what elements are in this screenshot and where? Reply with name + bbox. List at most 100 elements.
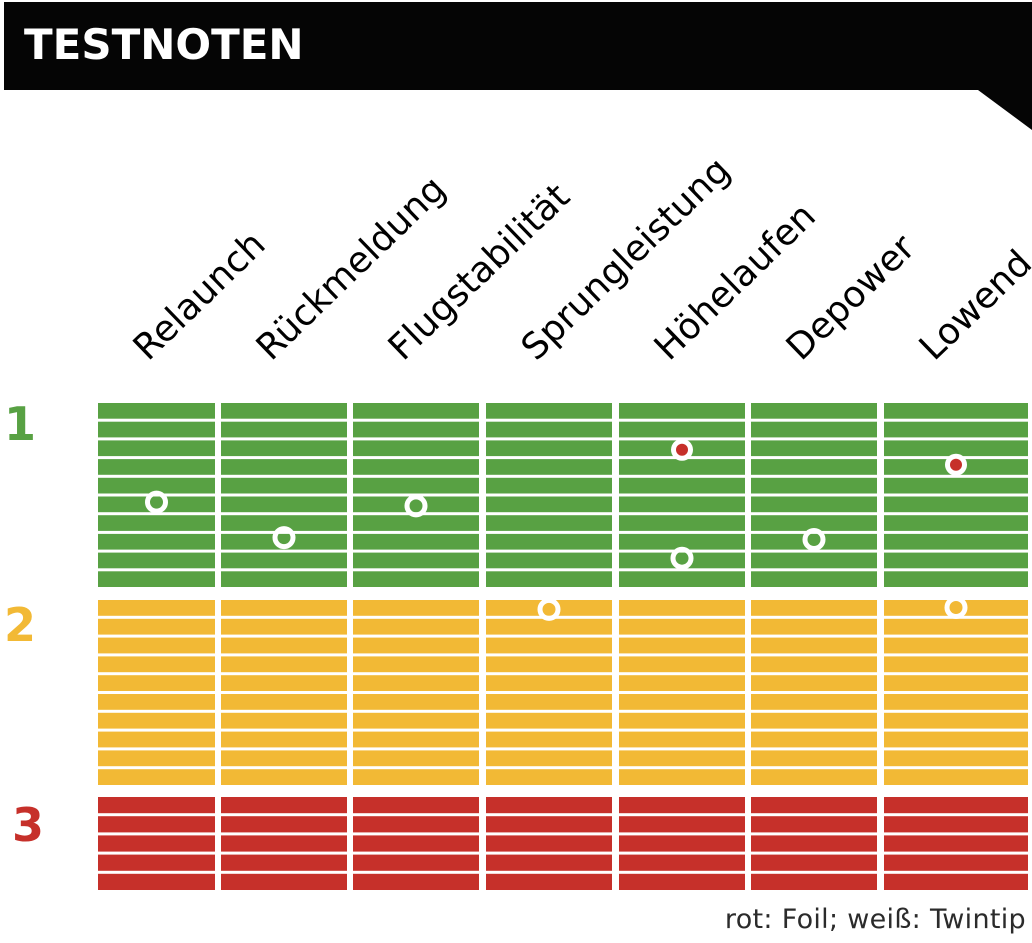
band-stripe: [884, 694, 1028, 710]
band-stripe: [486, 403, 612, 419]
band-stripe: [221, 731, 347, 748]
band-stripe: [221, 600, 347, 616]
twintip-marker: [670, 546, 694, 570]
band-stripe: [221, 712, 347, 729]
band-stripe: [353, 571, 479, 587]
band-stripe: [353, 552, 479, 569]
band-stripe: [98, 656, 215, 673]
band-stripe: [98, 712, 215, 729]
band-stripe: [353, 731, 479, 748]
grade-band-2: [98, 600, 1028, 785]
band-stripe: [486, 515, 612, 531]
band-stripe: [353, 656, 479, 673]
band-stripe: [221, 835, 347, 852]
band-stripe: [619, 731, 745, 748]
band-stripe: [353, 873, 479, 890]
band-stripe: [221, 459, 347, 475]
band-stripe: [884, 797, 1028, 814]
band-stripe: [619, 769, 745, 785]
band-stripe: [353, 750, 479, 767]
grade-label-2: 2: [4, 598, 36, 652]
band-stripe: [98, 496, 215, 513]
band-stripe: [751, 712, 877, 729]
band-stripe: [619, 816, 745, 833]
chart-title: TESTNOTEN: [24, 20, 304, 69]
band-stripe: [221, 637, 347, 654]
band-stripe: [751, 656, 877, 673]
foil-marker-dot: [676, 443, 688, 456]
band-stripe: [353, 854, 479, 871]
title-banner-shape: [4, 2, 1032, 130]
twintip-marker: [145, 490, 168, 514]
band-stripe: [221, 440, 347, 457]
band-stripe: [486, 459, 612, 475]
band-stripe: [353, 496, 479, 513]
band-stripe: [486, 873, 612, 890]
grade-band-3: [98, 797, 1028, 890]
band-stripe: [619, 515, 745, 531]
band-stripe: [884, 750, 1028, 767]
band-stripe: [884, 731, 1028, 748]
band-stripe: [751, 873, 877, 890]
band-stripe: [486, 769, 612, 785]
band-stripe: [98, 797, 215, 814]
band-stripe: [98, 571, 215, 587]
band-stripe: [751, 769, 877, 785]
band-stripe: [884, 496, 1028, 513]
band-stripe: [98, 750, 215, 767]
band-stripe: [619, 750, 745, 767]
twintip-marker: [404, 494, 428, 518]
band-stripe: [619, 496, 745, 513]
band-stripe: [353, 769, 479, 785]
band-stripe: [751, 816, 877, 833]
band-stripe: [486, 835, 612, 852]
band-stripe: [221, 854, 347, 871]
band-stripe: [486, 440, 612, 457]
band-stripe: [884, 618, 1028, 635]
band-stripe: [486, 496, 612, 513]
band-stripe: [884, 421, 1028, 438]
band-stripe: [619, 873, 745, 890]
grade-band-1: [98, 403, 1028, 587]
foil-marker-dot: [950, 458, 962, 471]
band-stripe: [751, 675, 877, 691]
band-stripe: [98, 459, 215, 475]
category-label: Lowend: [912, 243, 1032, 369]
band-stripe: [353, 459, 479, 475]
band-stripe: [98, 618, 215, 635]
band-stripe: [751, 797, 877, 814]
band-stripe: [751, 421, 877, 438]
band-stripe: [751, 440, 877, 457]
band-stripe: [221, 769, 347, 785]
band-stripe: [486, 694, 612, 710]
band-stripe: [751, 694, 877, 710]
grade-labels: 1 2 3: [4, 397, 44, 852]
band-stripe: [98, 769, 215, 785]
band-stripe: [486, 675, 612, 691]
band-stripe: [884, 637, 1028, 654]
band-stripe: [221, 571, 347, 587]
category-label: Relaunch: [126, 224, 274, 369]
band-stripe: [751, 496, 877, 513]
band-stripe: [619, 533, 745, 550]
twintip-marker: [272, 526, 296, 550]
band-stripe: [619, 552, 745, 569]
twintip-marker: [944, 596, 968, 619]
band-stripe: [353, 533, 479, 550]
band-stripe: [221, 816, 347, 833]
band-stripe: [353, 816, 479, 833]
band-stripe: [221, 656, 347, 673]
band-stripe: [751, 600, 877, 616]
markers: [145, 438, 968, 621]
band-stripe: [353, 797, 479, 814]
band-stripe: [486, 600, 612, 616]
band-stripe: [353, 675, 479, 691]
band-stripe: [98, 694, 215, 710]
band-stripe: [486, 731, 612, 748]
band-stripe: [98, 675, 215, 691]
band-stripe: [98, 477, 215, 494]
grade-label-3: 3: [12, 798, 44, 852]
band-stripe: [619, 656, 745, 673]
band-stripe: [884, 552, 1028, 569]
